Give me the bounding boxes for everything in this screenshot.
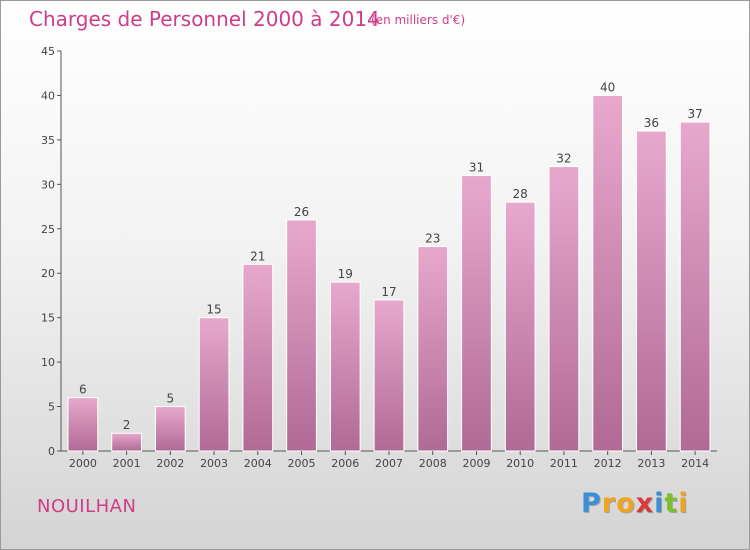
bar-2011 xyxy=(548,166,580,452)
value-label: 17 xyxy=(381,285,396,299)
y-tick-label: 10 xyxy=(41,356,55,369)
value-label: 26 xyxy=(294,205,309,219)
chart-title: Charges de Personnel 2000 à 2014 xyxy=(29,7,380,31)
value-label: 2 xyxy=(123,418,131,432)
bar-2002 xyxy=(154,406,186,452)
logo-letter: r xyxy=(601,488,617,519)
value-label: 19 xyxy=(338,267,353,281)
x-tick-label: 2007 xyxy=(375,457,403,470)
x-tick-label: 2013 xyxy=(637,457,665,470)
bar-2001 xyxy=(111,432,142,452)
x-tick-label: 2012 xyxy=(594,457,622,470)
x-tick-label: 2004 xyxy=(244,457,272,470)
y-tick-label: 25 xyxy=(41,223,55,236)
bar-2004 xyxy=(242,263,274,452)
logo-letter: t xyxy=(664,488,679,519)
x-tick-label: 2001 xyxy=(113,457,141,470)
bar-2008 xyxy=(417,246,449,452)
x-tick-label: 2008 xyxy=(419,457,447,470)
bar-2014 xyxy=(679,121,711,452)
value-label: 40 xyxy=(600,80,615,94)
value-label: 28 xyxy=(513,187,528,201)
x-tick-label: 2003 xyxy=(200,457,228,470)
y-tick-label: 20 xyxy=(41,267,55,280)
value-label: 37 xyxy=(687,107,702,121)
logo-letter: i xyxy=(678,488,689,519)
logo-letter: i xyxy=(654,488,665,519)
x-tick-label: 2011 xyxy=(550,457,578,470)
bar-2006 xyxy=(329,281,361,452)
y-tick-label: 45 xyxy=(41,45,55,58)
x-tick-label: 2009 xyxy=(462,457,490,470)
bar-2005 xyxy=(286,219,317,452)
x-tick-label: 2005 xyxy=(288,457,316,470)
bar-2013 xyxy=(636,130,667,452)
logo-letter: o xyxy=(616,488,636,519)
y-tick-label: 0 xyxy=(48,445,55,458)
proxiti-logo: Proxiti xyxy=(581,488,689,519)
value-label: 6 xyxy=(79,383,87,397)
y-tick-label: 40 xyxy=(41,89,55,102)
y-tick-label: 15 xyxy=(41,312,55,325)
bar-2009 xyxy=(461,174,492,452)
bar-2007 xyxy=(373,299,405,452)
x-tick-label: 2010 xyxy=(506,457,534,470)
value-label: 15 xyxy=(206,303,221,317)
bar-2012 xyxy=(592,94,624,452)
logo-letter: P xyxy=(581,488,602,519)
x-tick-label: 2002 xyxy=(156,457,184,470)
value-label: 21 xyxy=(250,249,265,263)
value-label: 36 xyxy=(644,116,659,130)
y-tick-label: 5 xyxy=(48,401,55,414)
x-tick-label: 2000 xyxy=(69,457,97,470)
value-label: 23 xyxy=(425,232,440,246)
bar-2010 xyxy=(504,201,536,452)
y-tick-label: 35 xyxy=(41,134,55,147)
value-label: 5 xyxy=(167,392,175,406)
x-tick-label: 2014 xyxy=(681,457,709,470)
bar-2000 xyxy=(67,397,99,452)
value-label: 31 xyxy=(469,160,484,174)
y-tick-label: 30 xyxy=(41,178,55,191)
x-tick-label: 2006 xyxy=(331,457,359,470)
value-label: 32 xyxy=(556,152,571,166)
location-name: NOUILHAN xyxy=(37,496,137,517)
chart-subtitle: (en milliers d'€) xyxy=(371,13,466,27)
bar-2003 xyxy=(198,317,230,452)
logo-letter: x xyxy=(635,488,655,519)
